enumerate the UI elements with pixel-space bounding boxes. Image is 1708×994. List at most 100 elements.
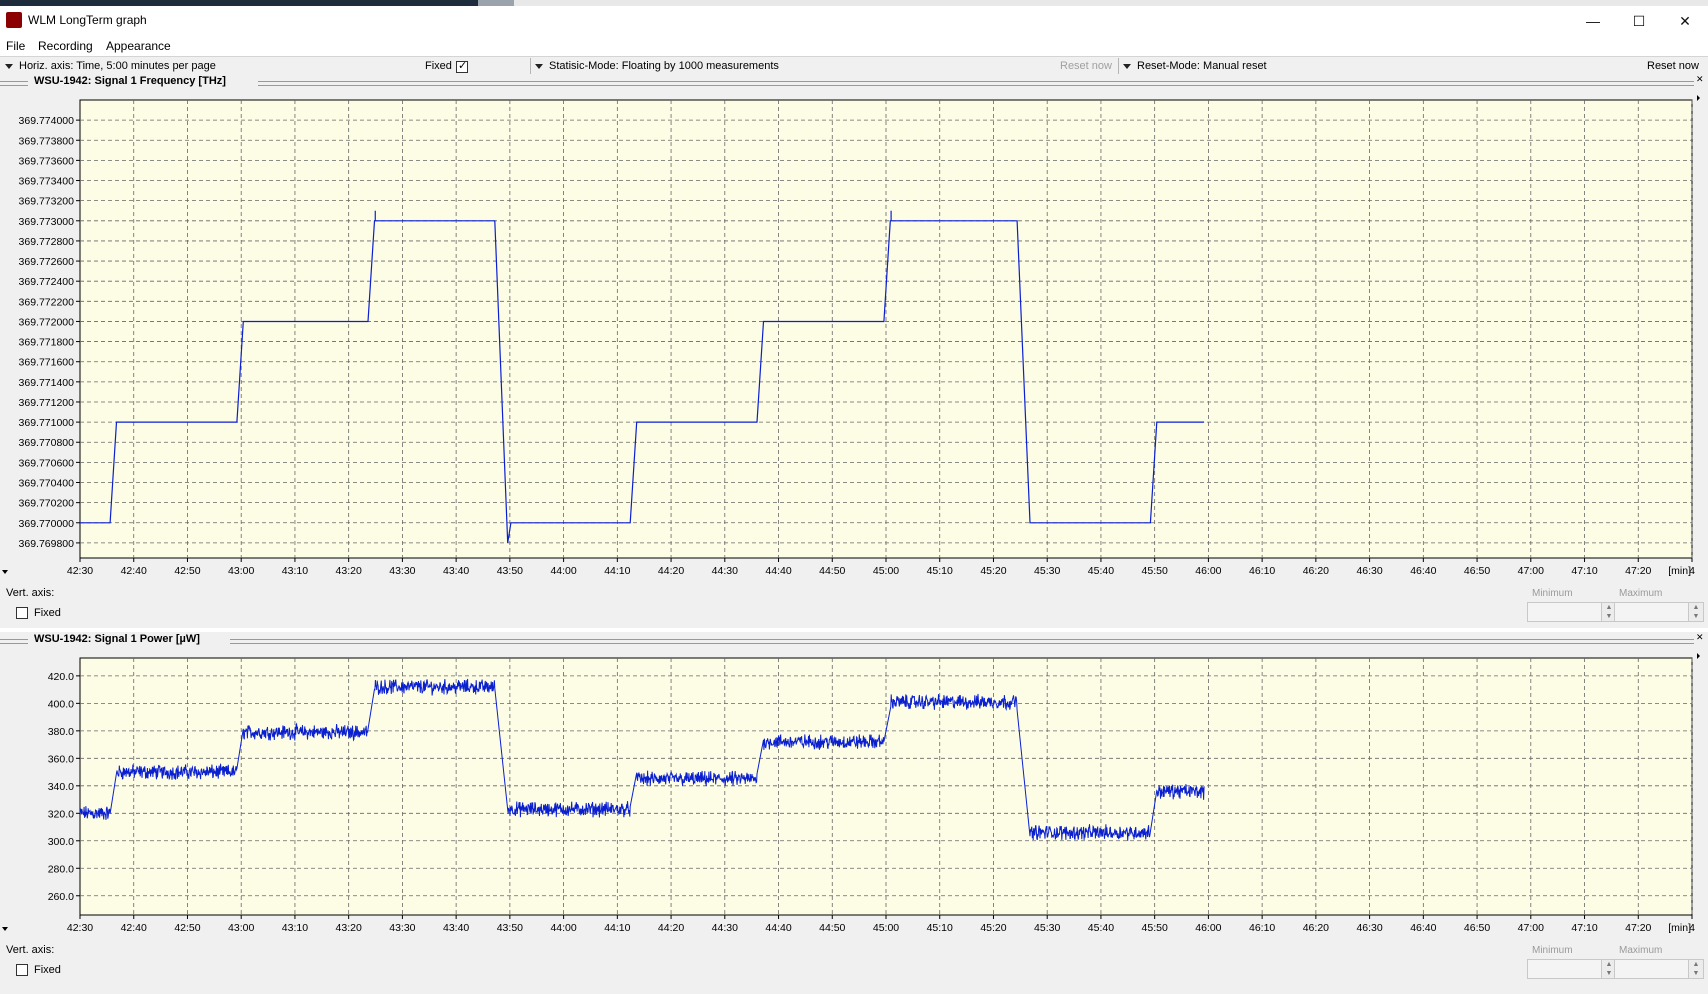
x-tick-label: 46:20 bbox=[1303, 565, 1329, 577]
x-tick-label: 42:40 bbox=[121, 922, 147, 934]
x-tick-label: 45:40 bbox=[1088, 922, 1114, 934]
menu-bar: File Recording Appearance bbox=[0, 36, 1708, 56]
y-tick-label: 369.774000 bbox=[19, 115, 75, 127]
power-panel-title: WSU-1942: Signal 1 Power [µW] bbox=[30, 633, 204, 645]
window-title: WLM LongTerm graph bbox=[28, 13, 147, 27]
y-tick-label: 369.771400 bbox=[19, 377, 75, 389]
power-trace bbox=[79, 678, 1205, 841]
vert-axis-label: Vert. axis: bbox=[6, 944, 55, 956]
reset-now-button[interactable]: Reset now bbox=[1647, 60, 1699, 72]
x-unit-label: [min] bbox=[1668, 565, 1691, 577]
minimum-spinbox[interactable]: ▲ ▼ bbox=[1527, 959, 1617, 979]
y-tick-label: 369.772200 bbox=[19, 296, 75, 308]
horiz-axis-label: Horiz. axis: Time, 5:00 minutes per page bbox=[19, 60, 216, 72]
y-tick-label: 369.770200 bbox=[19, 498, 75, 510]
fixed-horiz-checkbox[interactable]: ✓ bbox=[456, 60, 468, 74]
y-tick-label: 369.772000 bbox=[19, 316, 75, 328]
power-chart-area: 42:30 42:40 42:50 43:00 43:10 43:20 43:30 43:40… bbox=[0, 648, 1708, 938]
maximum-label: Maximum bbox=[1619, 945, 1663, 956]
close-button[interactable]: ✕ bbox=[1679, 12, 1691, 29]
spin-arrows-icon[interactable]: ▲ ▼ bbox=[1601, 960, 1616, 978]
x-tick-label: 44:10 bbox=[604, 922, 630, 934]
app-icon bbox=[6, 12, 22, 28]
x-tick-label: 44:40 bbox=[765, 922, 791, 934]
x-tick-label: 45:00 bbox=[873, 922, 899, 934]
maximum-spinbox[interactable]: ▲ ▼ bbox=[1614, 959, 1704, 979]
panel-close-icon[interactable]: ✕ bbox=[1696, 632, 1704, 642]
x-tick-label: 45:30 bbox=[1034, 565, 1060, 577]
y-tick-label: 369.773400 bbox=[19, 176, 75, 188]
x-tick-label: 47:20 bbox=[1625, 922, 1651, 934]
spin-arrows-icon[interactable]: ▲ ▼ bbox=[1688, 960, 1703, 978]
x-tick-label: 42:30 bbox=[67, 565, 93, 577]
x-tick-label: 43:30 bbox=[389, 922, 415, 934]
vert-axis-fixed-checkbox[interactable] bbox=[16, 964, 28, 977]
power-chart: 42:30 42:40 42:50 43:00 43:10 43:20 43:30 43:40… bbox=[2, 653, 1700, 934]
y-tick-label: 369.770600 bbox=[19, 457, 75, 469]
y-tick-label: 369.773200 bbox=[19, 196, 75, 208]
y-tick-label: 369.772400 bbox=[19, 276, 75, 288]
x-tick-label: 47:10 bbox=[1571, 565, 1597, 577]
panel-close-icon[interactable]: ✕ bbox=[1696, 74, 1704, 84]
vert-axis-fixed-label: Fixed bbox=[34, 964, 61, 976]
frequency-panel-title: WSU-1942: Signal 1 Frequency [THz] bbox=[30, 75, 230, 87]
y-tick-label: 420.0 bbox=[48, 671, 74, 683]
x-tick-label: 44:00 bbox=[550, 922, 576, 934]
statistic-mode-dropdown[interactable]: Statisic-Mode: Floating by 1000 measurem… bbox=[535, 60, 779, 72]
x-tick-label: 42:50 bbox=[174, 922, 200, 934]
x-tick-label: 43:00 bbox=[228, 922, 254, 934]
reset-now-disabled-button: Reset now bbox=[1060, 60, 1112, 72]
x-tick-label: 46:20 bbox=[1303, 922, 1329, 934]
header-rule bbox=[258, 81, 1694, 86]
x-tick-label: 44:50 bbox=[819, 922, 845, 934]
frequency-vert-axis-controls: Vert. axis: Fixed Minimum Maximum ▲ ▼ ▲ ▼ bbox=[0, 580, 1708, 628]
checkbox-unchecked-icon bbox=[16, 964, 28, 977]
x-tick-label: 43:00 bbox=[228, 565, 254, 577]
reset-mode-dropdown[interactable]: Reset-Mode: Manual reset bbox=[1123, 60, 1267, 72]
x-tick-label: 44:20 bbox=[658, 922, 684, 934]
dropdown-arrow-icon bbox=[535, 63, 543, 69]
spin-arrows-icon[interactable]: ▲ ▼ bbox=[1688, 603, 1703, 621]
x-tick-label: 43:10 bbox=[282, 922, 308, 934]
top-strip bbox=[0, 0, 1708, 6]
x-unit-label: [min] bbox=[1668, 922, 1691, 934]
x-tick-label: 44:30 bbox=[712, 922, 738, 934]
dropdown-arrow-icon bbox=[1123, 63, 1131, 69]
fixed-horiz-label: Fixed bbox=[425, 60, 452, 72]
x-tick-label: 42:50 bbox=[174, 565, 200, 577]
vert-axis-fixed-checkbox[interactable] bbox=[16, 607, 28, 620]
y-tick-label: 369.771200 bbox=[19, 397, 75, 409]
x-tick-label: 45:50 bbox=[1142, 922, 1168, 934]
x-tick-label: 44:00 bbox=[550, 565, 576, 577]
x-tick-label: 47:20 bbox=[1625, 565, 1651, 577]
x-tick-label: 43:50 bbox=[497, 922, 523, 934]
x-tick-label: 46:10 bbox=[1249, 565, 1275, 577]
horiz-axis-dropdown[interactable]: Horiz. axis: Time, 5:00 minutes per page bbox=[5, 60, 216, 72]
x-tick-label: 4 bbox=[1689, 565, 1695, 577]
power-panel-header: WSU-1942: Signal 1 Power [µW] ✕ bbox=[0, 632, 1708, 648]
x-tick-label: 44:30 bbox=[712, 565, 738, 577]
x-tick-label: 43:20 bbox=[336, 565, 362, 577]
scroll-down-arrow-icon bbox=[2, 927, 8, 931]
spin-arrows-icon[interactable]: ▲ ▼ bbox=[1601, 603, 1616, 621]
x-tick-label: 46:30 bbox=[1356, 565, 1382, 577]
x-tick-label: 47:00 bbox=[1518, 565, 1544, 577]
y-tick-label: 380.0 bbox=[48, 726, 74, 738]
x-tick-label: 43:20 bbox=[336, 922, 362, 934]
x-tick-label: 46:00 bbox=[1195, 565, 1221, 577]
minimum-label: Minimum bbox=[1532, 945, 1573, 956]
minimize-button[interactable]: — bbox=[1586, 13, 1600, 29]
y-tick-label: 369.770800 bbox=[19, 437, 75, 449]
menu-appearance[interactable]: Appearance bbox=[106, 39, 171, 53]
x-tick-label: 45:00 bbox=[873, 565, 899, 577]
menu-file[interactable]: File bbox=[6, 39, 26, 53]
y-tick-label: 320.0 bbox=[48, 808, 74, 820]
x-tick-label: 46:40 bbox=[1410, 565, 1436, 577]
y-tick-label: 369.770400 bbox=[19, 478, 75, 490]
x-tick-label: 44:50 bbox=[819, 565, 845, 577]
menu-recording[interactable]: Recording bbox=[38, 39, 93, 53]
maximum-spinbox[interactable]: ▲ ▼ bbox=[1614, 602, 1704, 622]
minimum-spinbox[interactable]: ▲ ▼ bbox=[1527, 602, 1617, 622]
maximize-button[interactable]: ☐ bbox=[1632, 12, 1646, 29]
x-tick-label: 45:10 bbox=[927, 565, 953, 577]
